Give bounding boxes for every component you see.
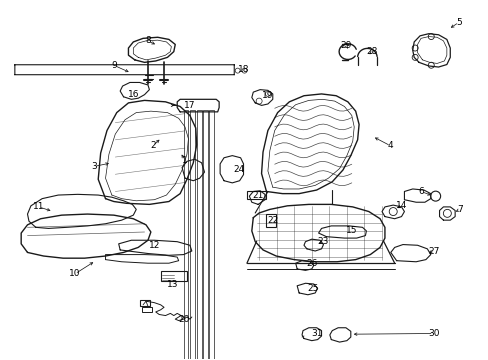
Text: 10: 10 <box>69 269 81 278</box>
Text: 27: 27 <box>427 247 439 256</box>
Text: 21: 21 <box>252 190 264 199</box>
Text: 4: 4 <box>387 141 393 150</box>
Text: 6: 6 <box>417 187 423 196</box>
Bar <box>246 191 266 199</box>
Text: 28: 28 <box>366 47 377 56</box>
Text: 22: 22 <box>266 216 278 225</box>
Text: 31: 31 <box>310 329 322 338</box>
Text: 25: 25 <box>306 284 318 293</box>
Bar <box>266 214 276 227</box>
Text: 2: 2 <box>150 141 155 150</box>
Text: 7: 7 <box>456 205 462 214</box>
Text: 16: 16 <box>127 90 139 99</box>
Text: 18: 18 <box>237 65 249 74</box>
Text: 17: 17 <box>184 101 195 110</box>
Text: 8: 8 <box>145 36 150 45</box>
Text: 13: 13 <box>166 280 178 289</box>
Text: 30: 30 <box>427 329 439 338</box>
Text: 15: 15 <box>346 226 357 235</box>
Text: 5: 5 <box>455 18 461 27</box>
Bar <box>203 110 207 359</box>
Bar <box>209 110 214 359</box>
Text: 29: 29 <box>340 41 351 50</box>
Text: 14: 14 <box>395 201 407 210</box>
Bar <box>183 110 188 359</box>
Bar <box>189 110 194 359</box>
Text: 20: 20 <box>178 315 189 324</box>
Bar <box>142 307 152 312</box>
Text: 9: 9 <box>111 61 117 70</box>
Text: 3: 3 <box>91 162 97 171</box>
Text: 23: 23 <box>317 237 328 246</box>
Bar <box>160 271 187 281</box>
Text: 24: 24 <box>233 166 244 175</box>
Text: 11: 11 <box>33 202 44 211</box>
Text: 1: 1 <box>182 156 187 165</box>
Bar <box>196 110 201 359</box>
Text: 12: 12 <box>148 241 160 250</box>
Bar <box>140 300 150 306</box>
Text: 26: 26 <box>305 259 317 268</box>
Text: 19: 19 <box>262 91 273 100</box>
